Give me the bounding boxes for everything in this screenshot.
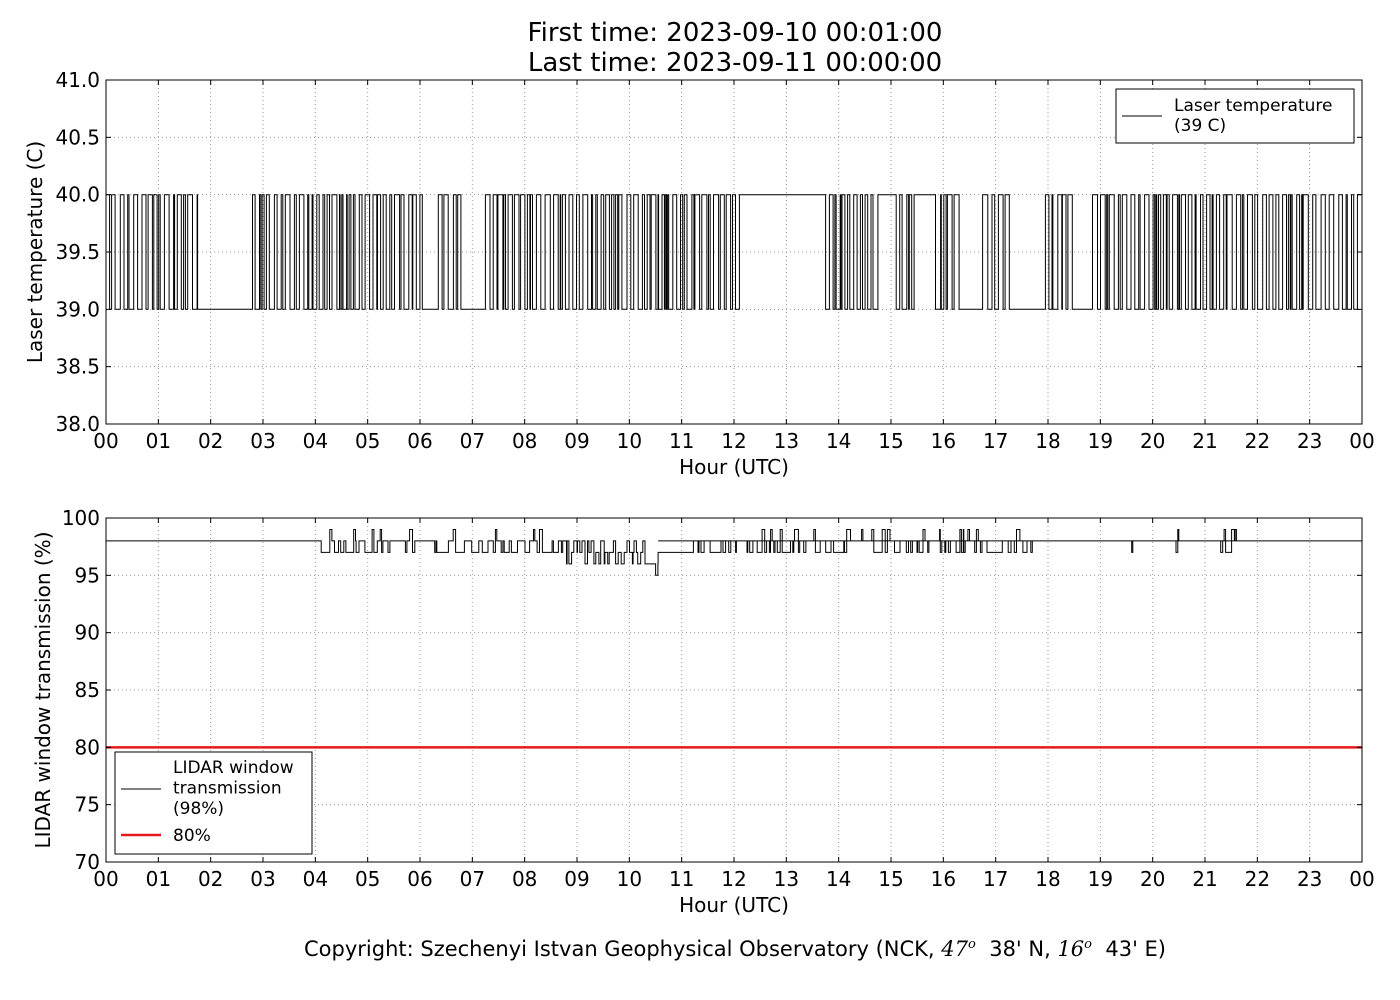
lidar-x-tick-label: 15 bbox=[878, 867, 903, 891]
lidar-x-tick-label: 20 bbox=[1140, 867, 1165, 891]
lidar-x-tick-label: 01 bbox=[146, 867, 171, 891]
temp-x-tick-label: 12 bbox=[721, 429, 746, 453]
lidar-legend-label-80: 80% bbox=[173, 826, 211, 846]
lidar-x-tick-label: 18 bbox=[1035, 867, 1060, 891]
temperature-legend: Laser temperature(39 C) bbox=[1115, 88, 1355, 144]
temp-x-tick-label: 13 bbox=[774, 429, 799, 453]
temp-x-tick-label: 08 bbox=[512, 429, 537, 453]
lidar-x-tick-label: 23 bbox=[1297, 867, 1322, 891]
lidar-x-tick-label: 00 bbox=[1349, 867, 1374, 891]
lidar-y-tick-label: 75 bbox=[75, 793, 100, 817]
latitude-minutes: 38' N, bbox=[989, 937, 1058, 961]
copyright-line: Copyright: Szechenyi Istvan Geophysical … bbox=[0, 937, 1400, 961]
lidar-x-tick-label: 14 bbox=[826, 867, 851, 891]
laser-temperature-series-line bbox=[105, 194, 1362, 310]
temp-x-tick-label: 17 bbox=[983, 429, 1008, 453]
temp-x-tick-label: 15 bbox=[878, 429, 903, 453]
lidar-legend-label-line: (98%) bbox=[173, 799, 224, 819]
temp-x-tick-label: 04 bbox=[303, 429, 328, 453]
temp-y-tick-label: 41.0 bbox=[55, 68, 100, 92]
lidar-x-tick-label: 17 bbox=[983, 867, 1008, 891]
temp-y-tick-label: 40.0 bbox=[55, 183, 100, 207]
temp-x-axis-label: Hour (UTC) bbox=[679, 455, 789, 479]
temp-x-tick-label: 10 bbox=[617, 429, 642, 453]
temp-x-tick-label: 19 bbox=[1088, 429, 1113, 453]
lidar-x-tick-label: 11 bbox=[669, 867, 694, 891]
latitude-degrees: 47 bbox=[941, 937, 969, 961]
lidar-x-tick-label: 02 bbox=[198, 867, 223, 891]
lidar-x-tick-label: 10 bbox=[617, 867, 642, 891]
lidar-x-tick-label: 03 bbox=[250, 867, 275, 891]
lidar-x-tick-label: 08 bbox=[512, 867, 537, 891]
lidar-x-tick-label: 22 bbox=[1245, 867, 1270, 891]
lidar-x-tick-label: 09 bbox=[564, 867, 589, 891]
temp-x-tick-label: 18 bbox=[1035, 429, 1060, 453]
temp-x-tick-label: 21 bbox=[1192, 429, 1217, 453]
temp-x-tick-label: 14 bbox=[826, 429, 851, 453]
lidar-x-tick-label: 12 bbox=[721, 867, 746, 891]
temp-x-tick-label: 11 bbox=[669, 429, 694, 453]
temp-x-tick-label: 01 bbox=[146, 429, 171, 453]
temp-x-tick-label: 00 bbox=[1349, 429, 1374, 453]
temp-x-tick-label: 23 bbox=[1297, 429, 1322, 453]
temp-y-tick-label: 38.0 bbox=[55, 412, 100, 436]
temperature-legend-label-line: (39 C) bbox=[1174, 116, 1226, 136]
lidar-legend-label-line: transmission bbox=[173, 779, 282, 799]
lidar-x-tick-label: 05 bbox=[355, 867, 380, 891]
chart-title-line-2: Last time: 2023-09-11 00:00:00 bbox=[527, 48, 943, 78]
temp-y-tick-label: 39.5 bbox=[55, 240, 100, 264]
lidar-y-tick-label: 80 bbox=[75, 735, 100, 759]
temp-x-tick-label: 22 bbox=[1245, 429, 1270, 453]
temp-y-axis-label: Laser temperature (C) bbox=[23, 141, 47, 363]
copyright-prefix: Copyright: Szechenyi Istvan Geophysical … bbox=[304, 937, 942, 961]
temp-x-tick-label: 07 bbox=[460, 429, 485, 453]
lidar-x-tick-label: 07 bbox=[460, 867, 485, 891]
temp-y-tick-label: 40.5 bbox=[55, 125, 100, 149]
temp-x-tick-label: 16 bbox=[931, 429, 956, 453]
temp-x-tick-label: 03 bbox=[250, 429, 275, 453]
lidar-y-tick-label: 70 bbox=[75, 850, 100, 874]
temp-x-tick-label: 00 bbox=[93, 429, 118, 453]
temp-x-tick-label: 02 bbox=[198, 429, 223, 453]
lidar-y-tick-label: 95 bbox=[75, 563, 100, 587]
temp-x-tick-label: 06 bbox=[407, 429, 432, 453]
lidar-y-tick-label: 90 bbox=[75, 621, 100, 645]
lidar-legend-box bbox=[114, 751, 313, 855]
lidar-x-tick-label: 19 bbox=[1088, 867, 1113, 891]
longitude-minutes: 43' E) bbox=[1105, 937, 1166, 961]
lidar-x-tick-label: 13 bbox=[774, 867, 799, 891]
lidar-y-axis-label: LIDAR window transmission (%) bbox=[31, 532, 55, 849]
lidar-legend-label-line: LIDAR window bbox=[173, 758, 294, 778]
chart-title-line-1: First time: 2023-09-10 00:01:00 bbox=[527, 18, 943, 48]
temp-x-tick-label: 20 bbox=[1140, 429, 1165, 453]
lidar-x-tick-label: 16 bbox=[931, 867, 956, 891]
longitude-degrees: 16 bbox=[1057, 937, 1085, 961]
lidar-x-tick-label: 04 bbox=[303, 867, 328, 891]
temperature-legend-label-line: Laser temperature bbox=[1174, 96, 1332, 116]
lidar-y-tick-label: 100 bbox=[62, 506, 100, 530]
lidar-x-tick-label: 21 bbox=[1192, 867, 1217, 891]
lidar-transmission-series-line bbox=[106, 529, 1362, 576]
temp-x-tick-label: 09 bbox=[564, 429, 589, 453]
lidar-x-axis-label: Hour (UTC) bbox=[679, 893, 789, 917]
lidar-x-tick-label: 00 bbox=[93, 867, 118, 891]
temp-y-tick-label: 38.5 bbox=[55, 355, 100, 379]
lidar-transmission-chart: 00 01 02 03 04 05 06 07 08 09 10 11 12 13 14 15 16 17 18 19… bbox=[31, 506, 1375, 917]
laser-temperature-chart: 00 01 02 03 04 05 06 07 08 09 10 11 12 13 14 15 16 17 18 19… bbox=[23, 68, 1375, 479]
lidar-x-tick-label: 06 bbox=[407, 867, 432, 891]
temp-y-tick-label: 39.0 bbox=[55, 297, 100, 321]
longitude-degree-symbol: o bbox=[1084, 937, 1092, 952]
lidar-y-tick-label: 85 bbox=[75, 678, 100, 702]
temp-x-tick-label: 05 bbox=[355, 429, 380, 453]
latitude-degree-symbol: o bbox=[968, 937, 976, 952]
